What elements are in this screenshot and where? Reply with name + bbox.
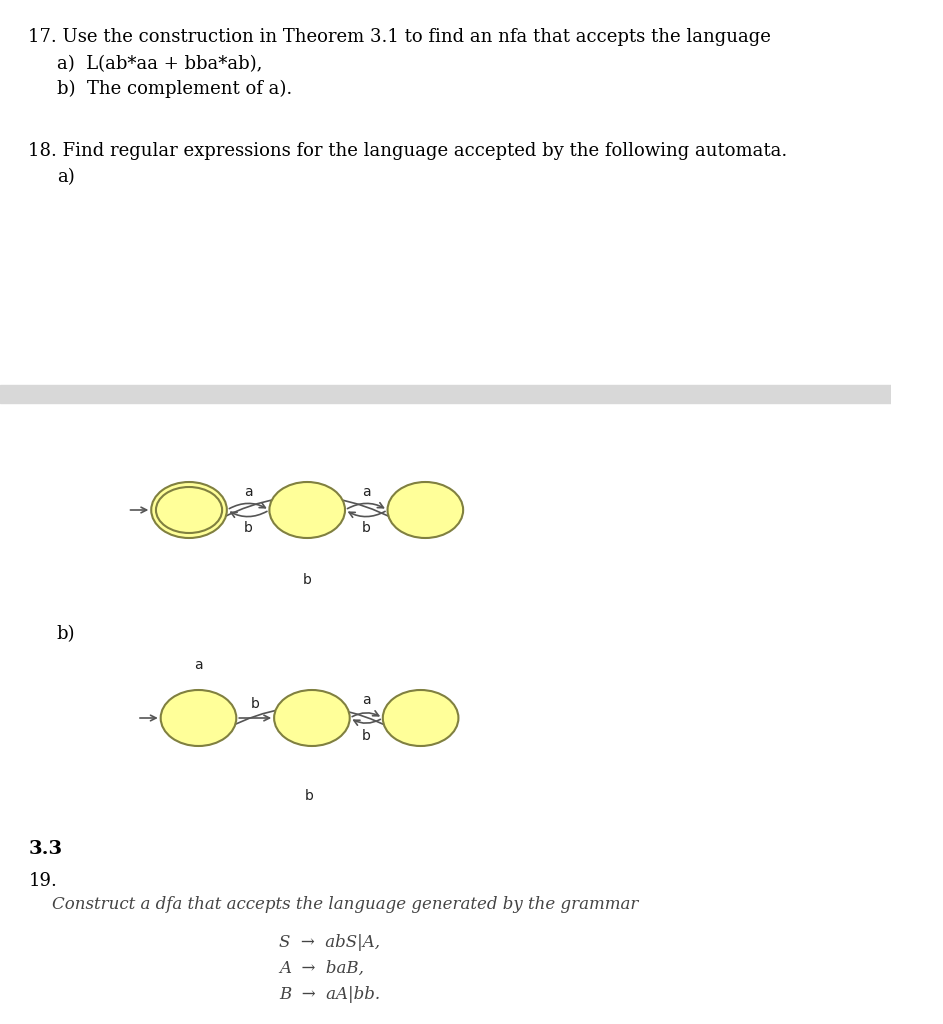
Text: b: b [306,790,314,803]
Text: b): b) [57,625,75,643]
Ellipse shape [270,482,345,538]
Text: 17. Use the construction in Theorem 3.1 to find an nfa that accepts the language: 17. Use the construction in Theorem 3.1 … [28,28,771,46]
Text: b: b [251,697,259,711]
Text: b: b [303,573,311,587]
Text: a)  L(ab*aa + bba*ab),: a) L(ab*aa + bba*ab), [57,55,262,73]
Ellipse shape [160,690,237,746]
Text: 3.3: 3.3 [28,840,62,858]
Text: b: b [362,521,371,535]
Ellipse shape [388,482,463,538]
Text: A  →  baB,: A → baB, [279,961,364,977]
Text: B  →  aA|bb.: B → aA|bb. [279,986,380,1002]
Text: a): a) [57,168,74,186]
Text: S  →  abS|A,: S → abS|A, [279,934,380,951]
Bar [0,385,891,403]
Ellipse shape [151,482,227,538]
Text: 19.: 19. [28,872,58,890]
Text: b: b [243,521,253,535]
Text: b)  The complement of a).: b) The complement of a). [57,80,292,98]
Text: a: a [362,693,371,707]
Text: a: a [244,485,253,499]
Text: 18. Find regular expressions for the language accepted by the following automata: 18. Find regular expressions for the lan… [28,142,787,160]
Ellipse shape [274,690,350,746]
Text: b: b [362,729,371,743]
Ellipse shape [383,690,458,746]
Text: Construct a dfa that accepts the language generated by the grammar: Construct a dfa that accepts the languag… [52,896,638,913]
Text: a: a [194,658,203,672]
Text: a: a [362,485,371,499]
